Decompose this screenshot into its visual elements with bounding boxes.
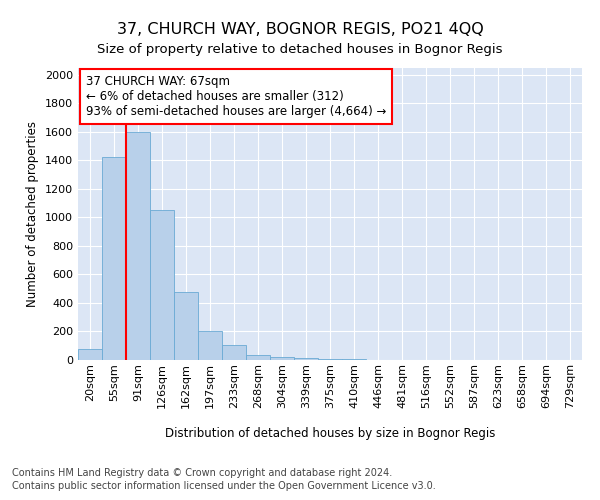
Bar <box>150 210 174 360</box>
Bar <box>222 345 246 360</box>
Bar <box>174 292 198 360</box>
Y-axis label: Number of detached properties: Number of detached properties <box>26 120 40 306</box>
Text: Contains public sector information licensed under the Open Government Licence v3: Contains public sector information licen… <box>12 481 436 491</box>
Bar <box>102 156 126 360</box>
Text: Size of property relative to detached houses in Bognor Regis: Size of property relative to detached ho… <box>97 42 503 56</box>
Text: Distribution of detached houses by size in Bognor Regis: Distribution of detached houses by size … <box>165 428 495 440</box>
Bar <box>246 355 270 360</box>
Text: Contains HM Land Registry data © Crown copyright and database right 2024.: Contains HM Land Registry data © Crown c… <box>12 468 392 477</box>
Bar <box>78 348 102 360</box>
Bar <box>318 359 342 360</box>
Text: 37, CHURCH WAY, BOGNOR REGIS, PO21 4QQ: 37, CHURCH WAY, BOGNOR REGIS, PO21 4QQ <box>116 22 484 38</box>
Bar <box>198 332 222 360</box>
Bar <box>126 132 150 360</box>
Text: 37 CHURCH WAY: 67sqm
← 6% of detached houses are smaller (312)
93% of semi-detac: 37 CHURCH WAY: 67sqm ← 6% of detached ho… <box>86 75 386 118</box>
Bar <box>294 358 318 360</box>
Bar <box>270 357 294 360</box>
